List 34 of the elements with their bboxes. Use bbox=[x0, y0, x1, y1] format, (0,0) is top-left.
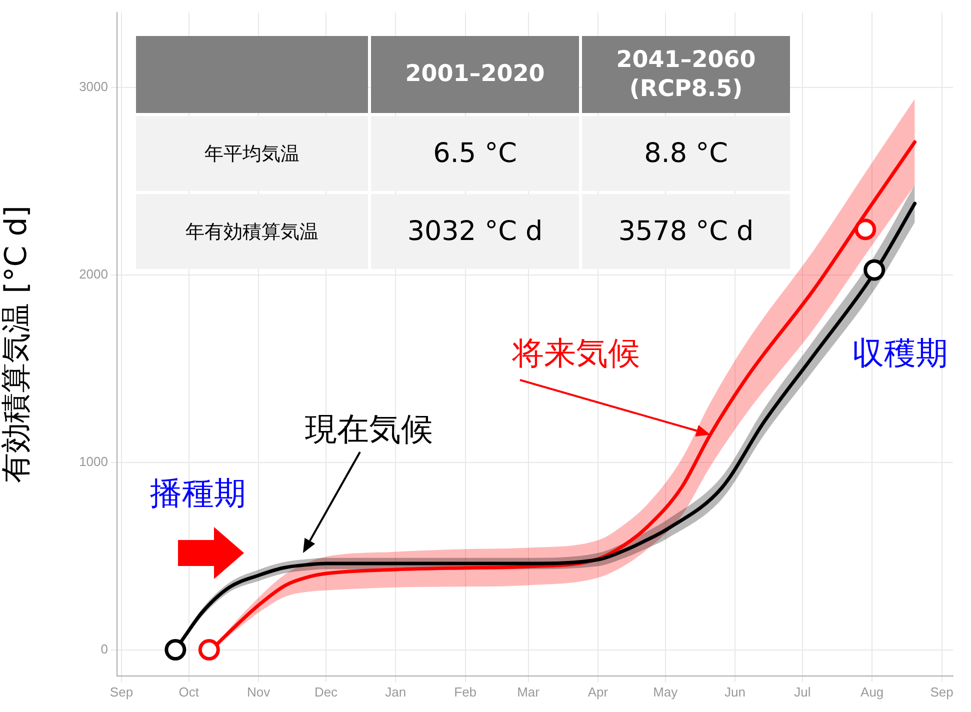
x-tick-label: Mar bbox=[517, 684, 540, 700]
annotation: 6.5 °C bbox=[371, 116, 579, 191]
x-tick-label: Jan bbox=[385, 684, 406, 700]
annotation: 8.8 °C bbox=[582, 116, 790, 191]
x-tick-label: Dec bbox=[314, 684, 338, 700]
annotation: 2041–2060 (RCP8.5) bbox=[582, 36, 790, 113]
x-tick-label: Sep bbox=[110, 684, 134, 700]
point bbox=[164, 639, 186, 661]
x-tick-label: Oct bbox=[178, 684, 200, 700]
annotation: 将来気候 bbox=[512, 334, 640, 372]
annotation: 年有効積算気温 bbox=[136, 194, 368, 269]
x-tick-label: Jun bbox=[724, 684, 746, 700]
y-tick-label: 0 bbox=[100, 641, 108, 656]
point bbox=[854, 218, 876, 240]
x-tick-label: Sep bbox=[930, 684, 954, 700]
x-tick-label: Aug bbox=[860, 684, 884, 700]
annotation: 3578 °C d bbox=[582, 194, 790, 269]
x-tick-label: May bbox=[653, 684, 678, 700]
x-tick-label: Jul bbox=[794, 684, 811, 700]
point bbox=[864, 259, 886, 281]
annotation: 3032 °C d bbox=[371, 194, 579, 269]
y-tick-label: 1000 bbox=[79, 454, 108, 469]
y-axis-title: 有効積算気温 [°C d] bbox=[0, 206, 34, 483]
x-tick-label: Nov bbox=[247, 684, 271, 700]
x-tick-label: Apr bbox=[588, 684, 609, 700]
y-tick-label: 2000 bbox=[79, 266, 108, 282]
annotation: 現在気候 bbox=[305, 410, 433, 448]
point bbox=[198, 639, 220, 661]
y-tick-label: 3000 bbox=[79, 79, 108, 94]
annotation: 収穫期 bbox=[852, 334, 948, 372]
annotation: 年平均気温 bbox=[136, 116, 368, 191]
annotation: 播種期 bbox=[150, 474, 246, 512]
annotation: 2001–2020 bbox=[371, 36, 579, 113]
x-tick-label: Feb bbox=[454, 684, 477, 700]
